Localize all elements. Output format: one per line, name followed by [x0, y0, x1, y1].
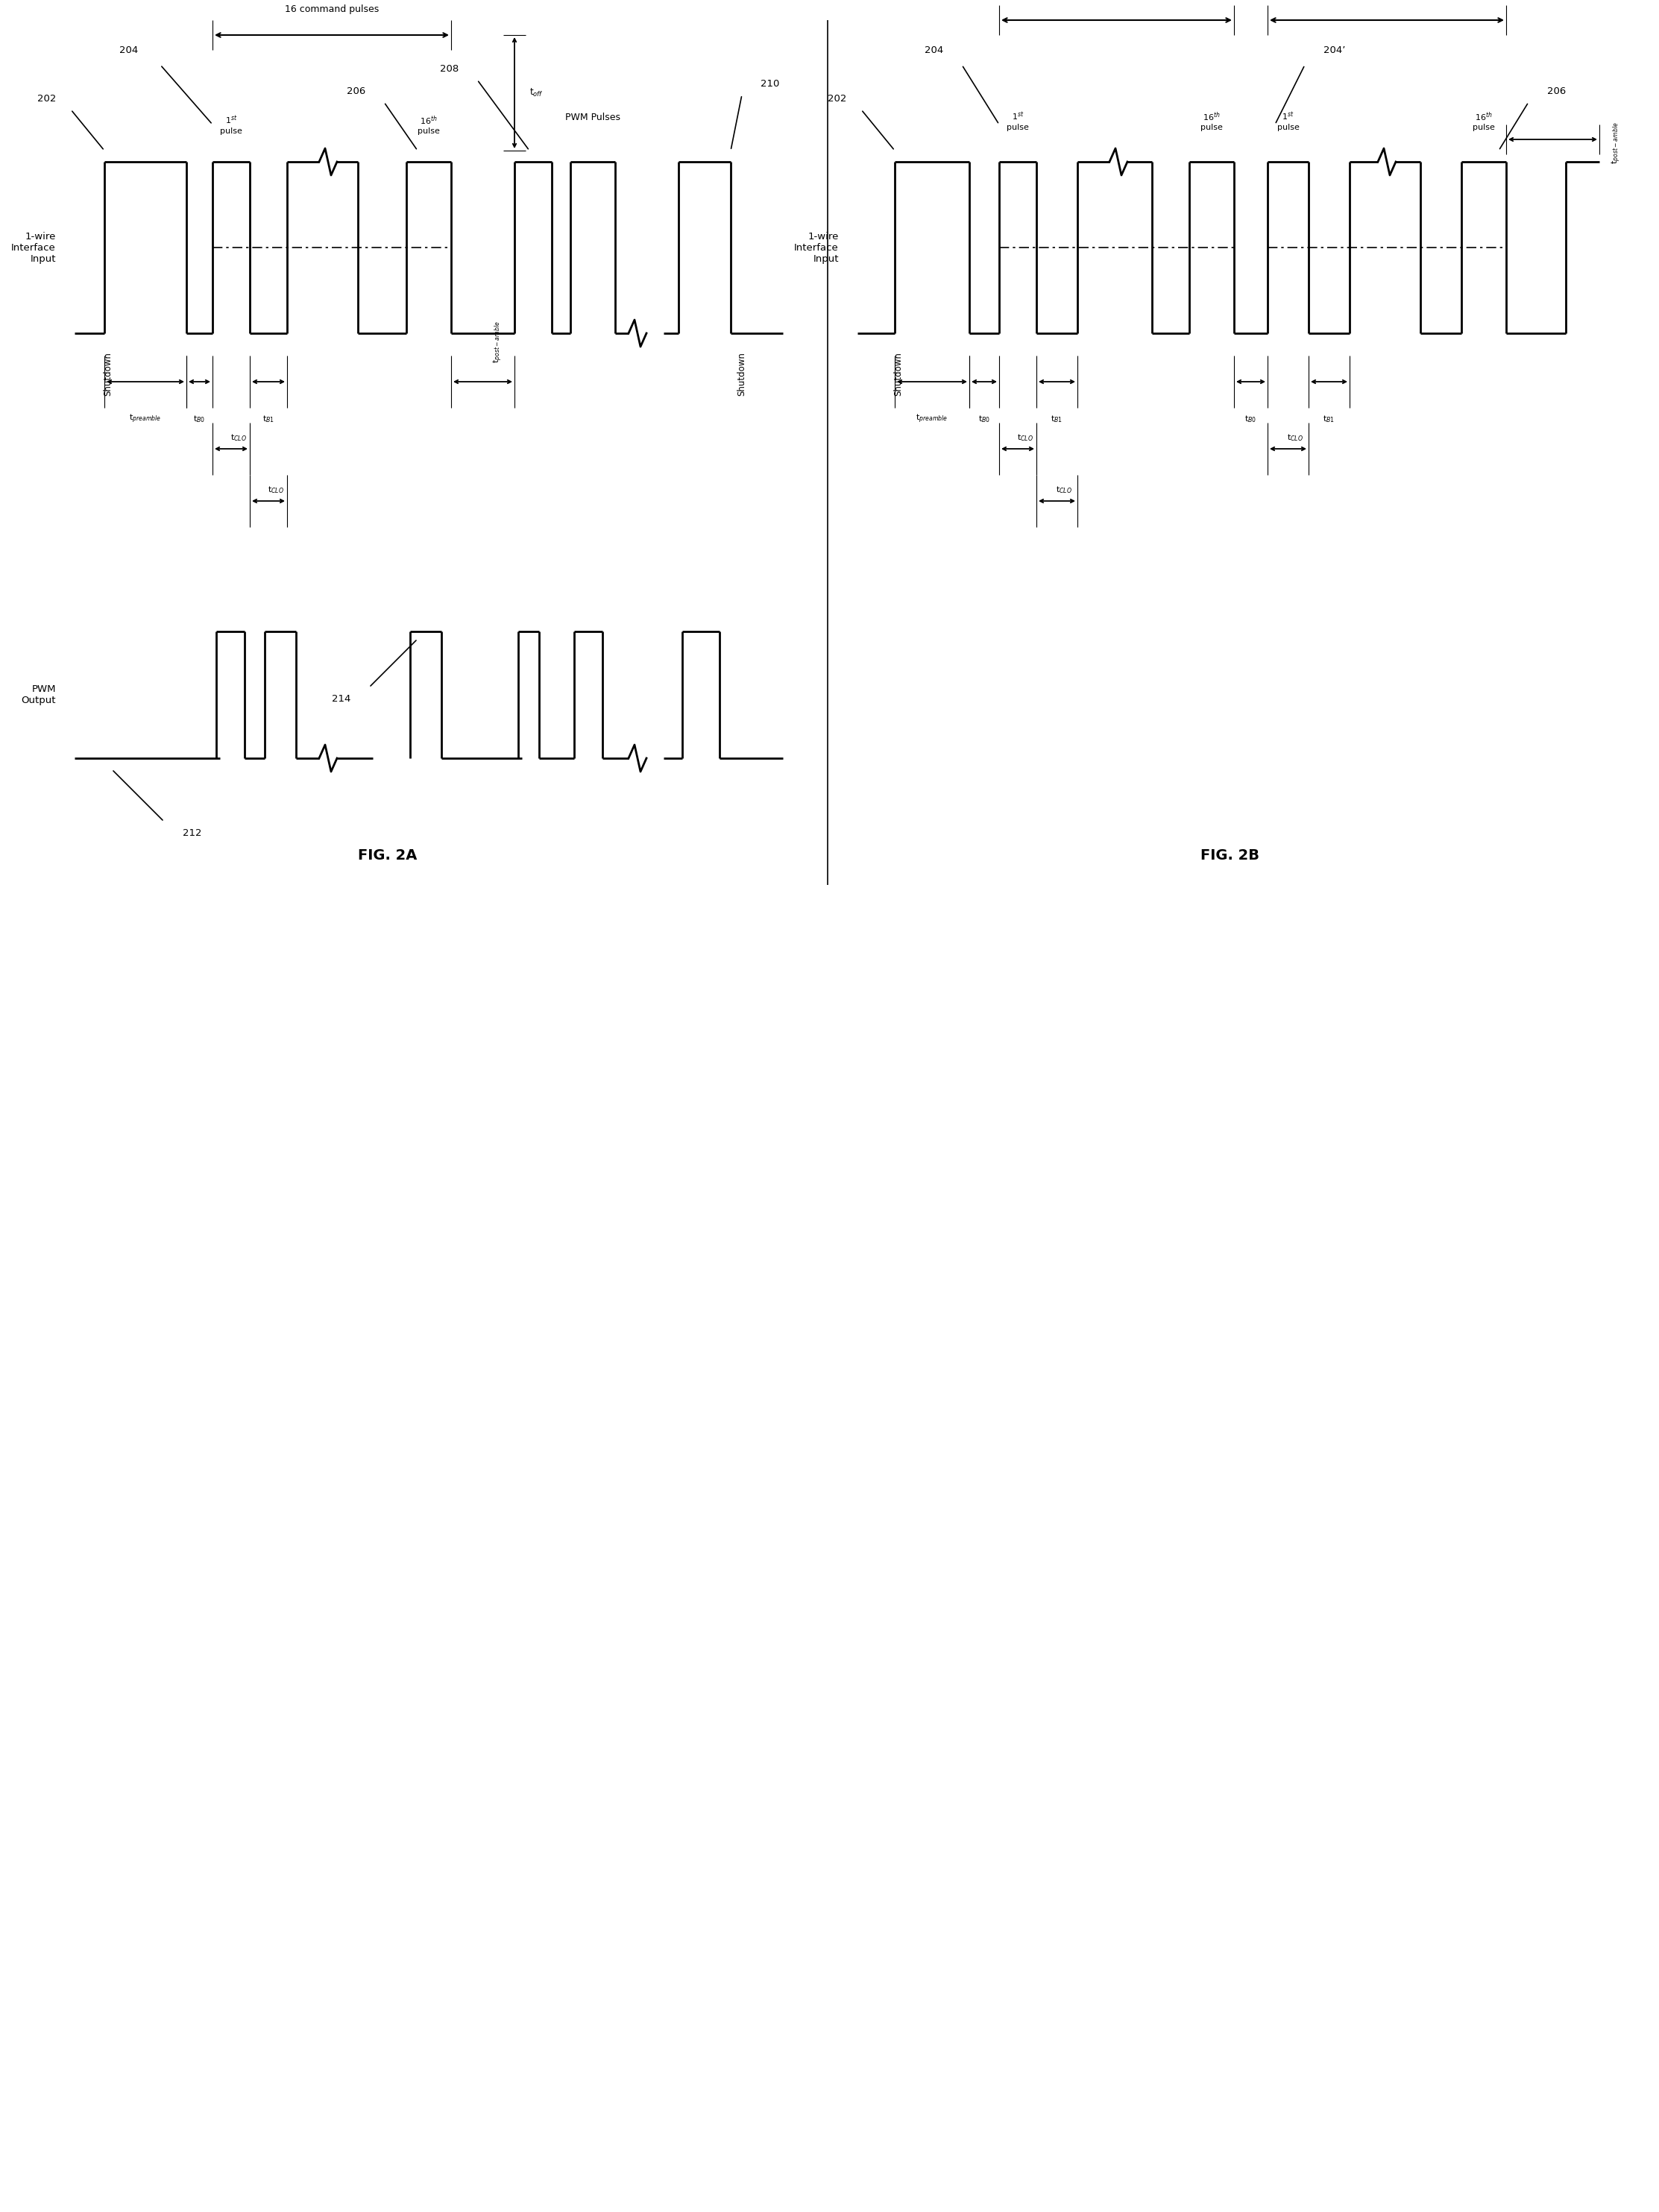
Text: t$_{post- amble}$: t$_{post- amble}$	[1611, 122, 1623, 164]
Text: t$_{post- amble}$: t$_{post- amble}$	[491, 321, 504, 363]
Text: 1$^{st}$
pulse: 1$^{st}$ pulse	[1277, 111, 1299, 131]
Text: FIG. 2B: FIG. 2B	[1201, 847, 1259, 863]
Text: 202: 202	[36, 93, 56, 104]
Text: 206: 206	[347, 86, 365, 95]
Text: 204: 204	[924, 44, 944, 55]
Text: t$_{preamble}$: t$_{preamble}$	[129, 414, 161, 425]
Text: 214: 214	[332, 695, 350, 703]
Text: 1$^{st}$
pulse: 1$^{st}$ pulse	[221, 115, 242, 135]
Text: t$_{CLO}$: t$_{CLO}$	[231, 434, 247, 442]
Text: 204’: 204’	[1324, 44, 1345, 55]
Text: 16$^{th}$
pulse: 16$^{th}$ pulse	[1201, 111, 1223, 131]
Text: 1$^{st}$
pulse: 1$^{st}$ pulse	[1007, 111, 1029, 131]
Text: 206: 206	[1548, 86, 1566, 95]
Text: t$_{B1}$: t$_{B1}$	[1050, 414, 1063, 425]
Text: t$_{off}$: t$_{off}$	[529, 86, 542, 100]
Text: 212: 212	[182, 827, 202, 838]
Text: t$_{preamble}$: t$_{preamble}$	[916, 414, 949, 425]
Text: t$_{CLO}$: t$_{CLO}$	[1287, 434, 1304, 442]
Text: 202: 202	[828, 93, 846, 104]
Text: Shutdown: Shutdown	[737, 352, 747, 396]
Text: Shutdown: Shutdown	[894, 352, 902, 396]
Text: FIG. 2A: FIG. 2A	[358, 847, 418, 863]
Text: t$_{CLO}$: t$_{CLO}$	[1017, 434, 1034, 442]
Text: 1-wire
Interface
Input: 1-wire Interface Input	[795, 232, 839, 263]
Text: Shutdown: Shutdown	[103, 352, 113, 396]
Text: 16 command pulses: 16 command pulses	[285, 4, 378, 13]
Text: t$_{B0}$: t$_{B0}$	[979, 414, 990, 425]
Text: t$_{B1}$: t$_{B1}$	[1324, 414, 1335, 425]
Text: PWM Pulses: PWM Pulses	[566, 113, 620, 122]
Text: 16$^{th}$
pulse: 16$^{th}$ pulse	[1473, 111, 1495, 131]
Text: t$_{B0}$: t$_{B0}$	[194, 414, 206, 425]
Text: 204: 204	[119, 44, 138, 55]
Text: t$_{CLO}$: t$_{CLO}$	[267, 484, 284, 495]
Text: t$_{B1}$: t$_{B1}$	[262, 414, 274, 425]
Text: 1-wire
Interface
Input: 1-wire Interface Input	[12, 232, 56, 263]
Text: t$_{B0}$: t$_{B0}$	[1244, 414, 1258, 425]
Text: PWM
Output: PWM Output	[22, 684, 56, 706]
Text: t$_{CLO}$: t$_{CLO}$	[1057, 484, 1073, 495]
Text: 210: 210	[760, 80, 780, 88]
Text: 208: 208	[440, 64, 458, 73]
Text: 16$^{th}$
pulse: 16$^{th}$ pulse	[418, 115, 440, 135]
